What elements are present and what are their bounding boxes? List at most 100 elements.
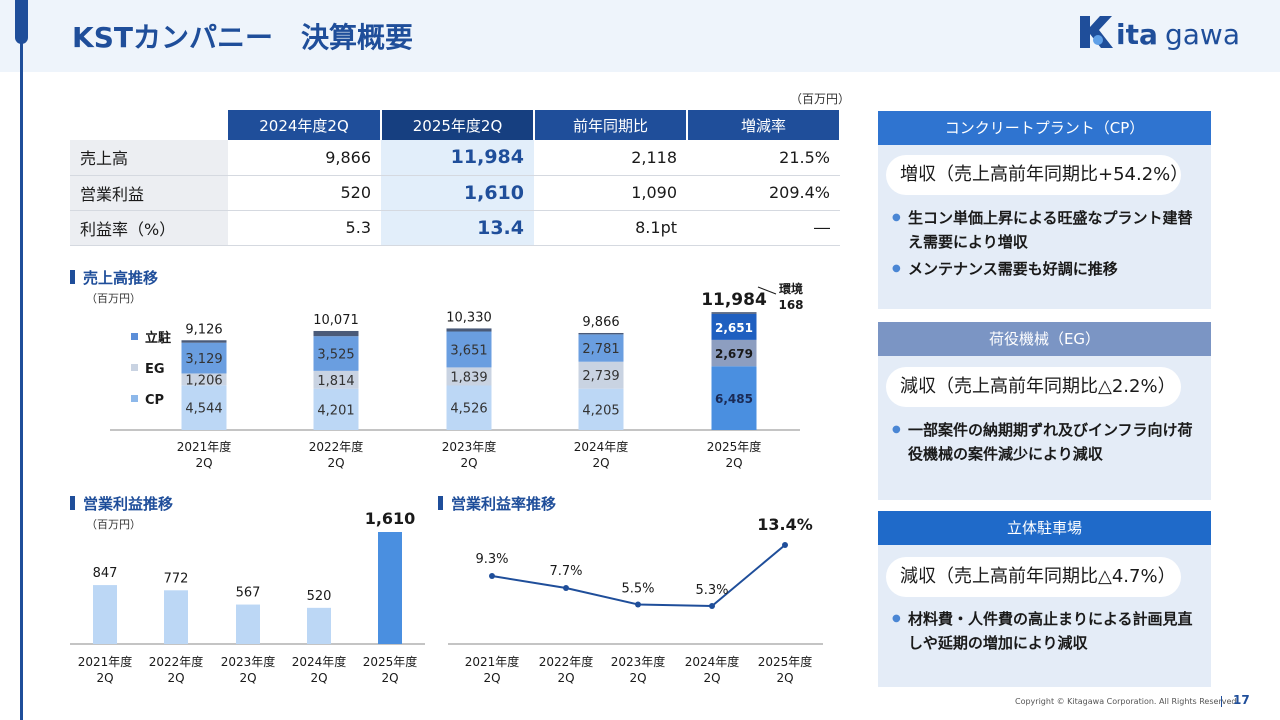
op-category-label: 2021年度 [78,654,133,669]
sales-category-label: 2Q [725,456,742,470]
sales-value-label: 1,206 [185,373,222,388]
op-bar-3 [307,607,331,644]
rate-point-0 [489,573,495,579]
op-category-label: 2Q [96,671,113,685]
panel-cp-header: コンクリートプラント（CP） [878,111,1211,145]
rate-point-4 [782,542,788,548]
op-value-label: 520 [307,589,332,604]
rate-category-label: 2023年度 [611,654,666,669]
sales-total-label: 10,071 [313,313,359,328]
rate-category-label: 2Q [629,671,646,685]
sales-bar-CP-0 [181,385,227,430]
op-category-label: 2023年度 [221,654,276,669]
row-label: 利益率（%） [70,210,228,246]
cell-2024: 5.3 [228,210,381,246]
sales-bar-立駐-3 [578,334,624,362]
sales-stacked-chart: 4,544 1,206 3,129 9,126 2021年度 2Q 4,201 1,814 3,… [110,281,804,470]
sales-total-label: 10,330 [446,310,492,325]
sales-bar-環境-4 [711,312,757,314]
env-callout-label: 環境 [779,281,803,296]
op-value-label: 847 [93,566,118,581]
rate-category-label: 2024年度 [685,654,740,669]
sales-bar-EG-2 [446,367,492,386]
op-category-label: 2Q [167,671,184,685]
op-category-label: 2Q [239,671,256,685]
copyright-text: Copyright © Kitagawa Corporation. All Ri… [1015,697,1240,706]
sales-category-label: 2022年度 [309,439,364,454]
op-category-label: 2Q [381,671,398,685]
op-bar-1 [164,590,188,644]
op-margin-chart: 9.3% 2021年度 2Q 7.7% 2022年度 2Q 5.5% 2023年度 2Q 5.3%… [448,515,823,685]
rate-value-label: 7.7% [549,564,582,579]
table-row: 売上高 9,866 11,984 2,118 21.5% [70,140,840,176]
panel-parking: 立体駐車場 減収（売上高前年同期比△4.7%） 材料費・人件費の高止まりによる計… [878,511,1211,687]
rate-value-label: 5.5% [621,581,654,596]
kitagawa-logo: ita gawa [1080,16,1240,51]
sales-value-label: 2,781 [582,342,619,357]
cell-2024: 9,866 [228,140,381,176]
sales-bar-CP-4 [711,366,757,430]
table-header-row: 2024年度2Q 2025年度2Q 前年同期比 増減率 [70,110,841,140]
sales-value-label: 6,485 [715,392,753,406]
panel-eg-header: 荷役機械（EG） [878,322,1211,356]
sales-value-label: 3,525 [317,348,354,363]
panel-cp-headline: 増収（売上高前年同期比+54.2%） [886,155,1188,195]
footer-divider [1221,696,1222,707]
col-header-2025: 2025年度2Q [381,110,535,140]
rate-category-label: 2021年度 [465,654,520,669]
op-profit-unit-label: （百万円） [86,518,141,531]
op-margin-section-title: 営業利益率推移 [438,493,556,514]
col-header-rate: 増減率 [687,110,841,140]
table-corner [70,110,228,140]
sales-category-label: 2024年度 [574,439,629,454]
cell-yoy: 1,090 [534,175,687,211]
sales-category-label: 2Q [327,456,344,470]
op-profit-section-title: 営業利益推移 [70,493,173,514]
rate-value-label: 9.3% [475,552,508,567]
sales-value-label: 4,205 [582,403,619,418]
op-bar-0 [93,585,117,644]
sales-value-label: 2,679 [715,347,753,361]
rate-value-label: 5.3% [695,583,728,598]
sales-section-title: 売上高推移 [70,267,158,288]
cell-2025: 1,610 [381,175,534,211]
op-category-label: 2Q [310,671,327,685]
sales-bar-CP-2 [446,385,492,430]
sales-category-label: 2025年度 [707,439,762,454]
sales-value-label: 1,814 [317,374,354,389]
sales-category-label: 2Q [592,456,609,470]
cell-rate: 209.4% [687,175,840,211]
left-accent-cap [15,0,28,44]
sales-value-label: 4,526 [450,402,487,417]
sales-total-label: 11,984 [701,290,767,310]
kpi-table: 2024年度2Q 2025年度2Q 前年同期比 増減率 売上高 9,866 11… [70,110,841,246]
sales-bar-立駐-2 [446,331,492,368]
legend-label-立駐: 立駐 [145,330,171,346]
cell-2024: 520 [228,175,381,211]
svg-text:gawa: gawa [1165,18,1240,51]
sales-value-label: 4,201 [317,403,354,418]
row-label: 売上高 [70,140,228,176]
sales-value-label: 4,544 [185,402,222,417]
sales-bar-立駐-0 [181,342,227,374]
cell-rate: 21.5% [687,140,840,176]
panel-cp-bullet: メンテナンス需要も好調に推移 [892,257,1202,281]
col-header-yoy: 前年同期比 [534,110,688,140]
sales-value-label: 1,839 [450,370,487,385]
sales-bar-環境-0 [181,340,227,343]
legend-label-EG: EG [145,362,165,377]
op-value-label: 1,610 [365,509,416,528]
rate-category-label: 2Q [483,671,500,685]
rate-series-line [491,544,786,608]
col-header-2024: 2024年度2Q [228,110,382,140]
sales-bar-CP-1 [313,388,359,430]
table-row: 営業利益 520 1,610 1,090 209.4% [70,175,840,211]
svg-text:ita: ita [1116,18,1158,51]
legend-swatch-CP [131,395,138,402]
op-value-label: 772 [164,571,189,586]
sales-total-label: 9,126 [185,322,222,337]
cell-2025: 13.4 [381,210,534,246]
header-band [0,0,1280,72]
sales-value-label: 3,129 [185,352,222,367]
sales-value-label: 2,651 [715,321,753,335]
